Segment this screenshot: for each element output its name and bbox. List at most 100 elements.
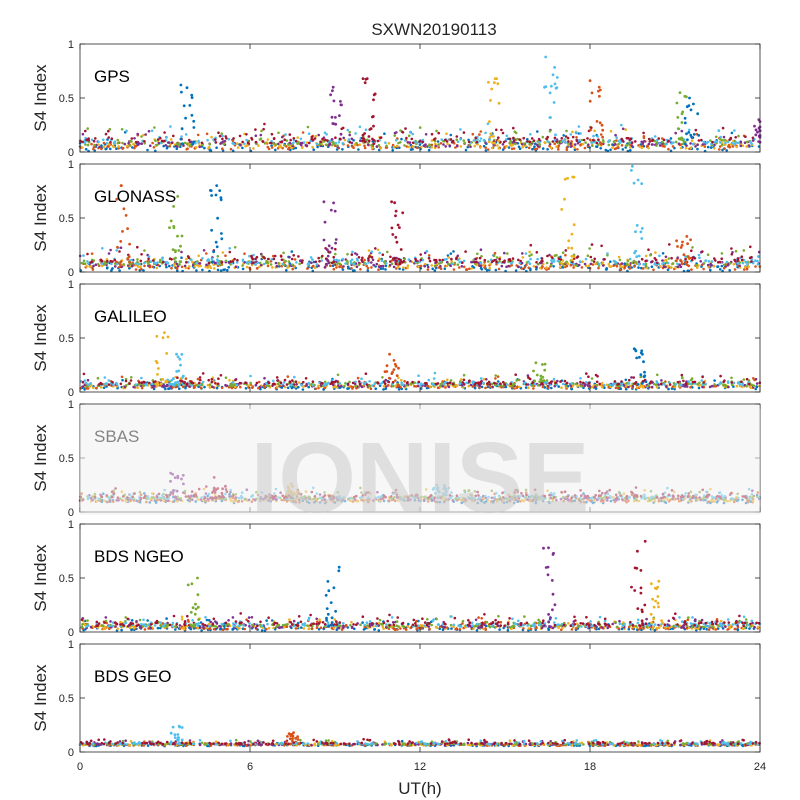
data-point [183, 141, 187, 145]
data-point [291, 263, 294, 267]
burst-point [553, 82, 557, 86]
data-point [454, 146, 457, 149]
data-point [185, 382, 189, 386]
data-point [492, 254, 496, 257]
burst-point [488, 135, 492, 139]
data-point [364, 128, 368, 131]
data-point [735, 384, 739, 388]
data-point [440, 138, 444, 141]
data-point [673, 387, 676, 391]
burst-point [212, 250, 216, 254]
data-point [730, 131, 734, 135]
panel-points [78, 164, 762, 273]
data-point [581, 260, 584, 264]
data-point [625, 385, 628, 388]
y-tick-label: 1 [68, 39, 74, 51]
data-point [732, 381, 735, 385]
data-point [496, 375, 500, 378]
data-point [473, 144, 477, 148]
data-point [158, 258, 162, 262]
data-point [449, 379, 453, 382]
burst-point [487, 80, 490, 84]
data-point [758, 384, 761, 388]
data-point [103, 376, 107, 379]
data-point [208, 264, 211, 268]
data-point [155, 266, 159, 270]
burst-point [161, 378, 165, 381]
data-point [514, 131, 518, 135]
data-point [277, 131, 280, 135]
data-point [291, 379, 294, 382]
data-point [419, 145, 423, 149]
burst-point [128, 242, 132, 246]
data-point [356, 259, 359, 262]
data-point [279, 144, 282, 147]
data-point [564, 384, 568, 388]
data-point [367, 249, 371, 252]
data-point [257, 144, 260, 147]
data-point [346, 260, 349, 264]
data-point [282, 251, 285, 255]
data-point [630, 141, 634, 144]
data-point [419, 384, 422, 387]
burst-point [396, 223, 400, 227]
data-point [257, 380, 261, 384]
data-point [179, 379, 182, 383]
data-point [323, 386, 327, 390]
data-point [423, 264, 427, 268]
burst-point [328, 142, 332, 146]
data-point [150, 382, 154, 386]
data-point [238, 134, 242, 138]
data-point [713, 383, 716, 386]
data-point [655, 383, 658, 386]
burst-point [676, 127, 680, 130]
data-point [301, 146, 304, 150]
data-point [564, 265, 567, 269]
data-point [433, 264, 437, 268]
data-point [701, 385, 704, 389]
burst-point [190, 113, 194, 117]
data-point [721, 126, 725, 130]
data-point [86, 127, 89, 130]
data-point [266, 138, 270, 141]
data-point [203, 385, 206, 389]
data-point [484, 149, 488, 152]
data-point [445, 257, 448, 261]
burst-point [372, 124, 375, 128]
data-point [79, 139, 82, 143]
data-point [232, 137, 235, 140]
data-point [256, 261, 260, 265]
data-point [540, 382, 543, 386]
data-point [586, 137, 589, 140]
data-point [524, 252, 528, 255]
data-point [648, 140, 652, 143]
data-point [110, 267, 114, 271]
data-point [293, 258, 297, 261]
data-point [541, 385, 545, 389]
data-point [278, 384, 282, 388]
data-point [300, 384, 303, 387]
burst-point [179, 137, 183, 141]
data-point [321, 254, 324, 258]
burst-point [635, 255, 639, 259]
data-point [676, 256, 679, 260]
data-point [752, 384, 756, 388]
data-point [590, 259, 594, 262]
burst-point [401, 260, 404, 264]
data-point [620, 384, 624, 387]
data-point [456, 140, 460, 143]
burst-point [756, 130, 759, 134]
data-point [541, 147, 545, 150]
burst-point [334, 241, 337, 245]
data-point [571, 135, 575, 139]
data-point [151, 265, 155, 269]
data-point [535, 251, 539, 254]
y-axis-label: S4 Index [31, 184, 50, 252]
data-point [434, 144, 438, 148]
data-point [241, 259, 245, 263]
data-point [555, 140, 558, 143]
data-point [500, 264, 504, 268]
data-point [110, 262, 113, 266]
burst-point [334, 116, 337, 119]
data-point [163, 139, 166, 143]
